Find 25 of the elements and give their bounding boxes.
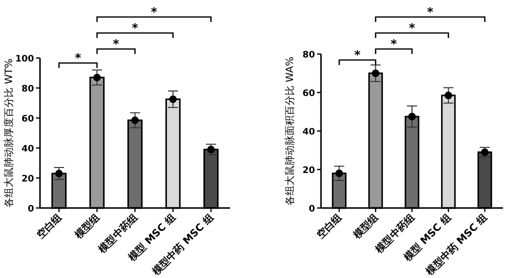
x-tick-label: 空白组 [314,212,344,242]
y-tick-label: 80 [21,84,34,94]
text: * [132,21,139,35]
y-tick-label: 60 [21,114,34,124]
y-tick-label: 0 [28,204,34,214]
annotation: * [74,51,82,65]
x-tick-label: 模型组 [350,212,381,242]
text: * [150,5,158,19]
y-tick-label: 80 [302,50,315,60]
y-tick-label: 60 [302,89,315,99]
y-tick-label: 40 [21,144,34,154]
x-tick-label: 空白组 [34,212,64,242]
y-axis-title: 各组大鼠肺动脉厚度百分比 WT% [3,58,15,208]
text: * [427,5,434,19]
y-tick-label: 20 [21,174,34,184]
y-tick-label: 100 [15,54,34,64]
y-axis-title: 各组大鼠肺动脉面积百分比 WA% [284,56,296,206]
annotation: * [354,48,362,62]
x-tick-label: 模型组 [72,212,102,242]
text: * [408,21,416,35]
y-tick-label: 0 [308,204,315,214]
y-tick-label: 20 [302,166,315,176]
text: * [112,37,120,51]
text: * [390,37,398,51]
y-tick-label: 40 [302,128,315,138]
